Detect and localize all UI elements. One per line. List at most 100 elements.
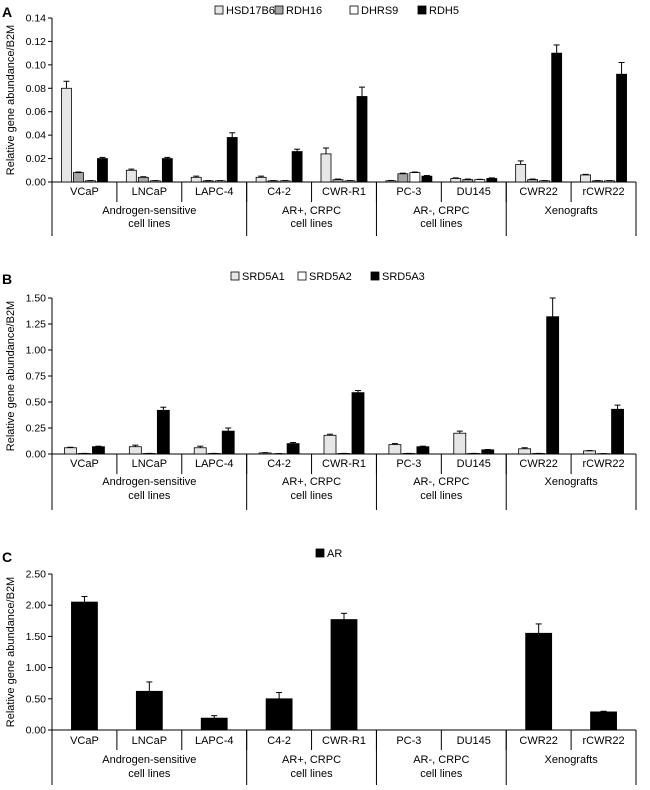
legend-label-rdh16: RDH16 bbox=[286, 5, 322, 17]
category-label: CWR22 bbox=[519, 186, 558, 198]
category-label: LAPC-4 bbox=[195, 186, 234, 198]
group-label-line2: cell lines bbox=[420, 768, 463, 780]
group-label: Androgen-sensitive bbox=[102, 754, 196, 766]
bar-ar-cwr-r1 bbox=[330, 619, 358, 731]
bar-srd5a3-pc-3 bbox=[416, 446, 430, 455]
bar-srd5a3-c4-2 bbox=[286, 443, 300, 455]
y-axis-label: Relative gene abundance/B2M bbox=[5, 301, 17, 451]
bar-srd5a3-du145 bbox=[481, 449, 495, 455]
bar-srd5a3-cwr-r1 bbox=[351, 392, 365, 455]
y-axis-label: Relative gene abundance/B2M bbox=[5, 25, 17, 175]
y-tick-label: 0.04 bbox=[26, 130, 47, 142]
category-label: rCWR22 bbox=[582, 186, 624, 198]
y-tick-label: 0.02 bbox=[26, 153, 47, 165]
group-label: AR+, CRPC bbox=[282, 754, 341, 766]
category-label: PC-3 bbox=[396, 735, 421, 747]
bar-srd5a1-rcwr22 bbox=[583, 450, 596, 455]
bar-hsd17b6-du145 bbox=[450, 178, 462, 183]
category-label: LNCaP bbox=[132, 735, 167, 747]
bar-hsd17b6-cwr22 bbox=[515, 164, 527, 183]
bar-dhrs9-du145 bbox=[474, 179, 486, 183]
bar-ar-lncap bbox=[135, 690, 163, 731]
group-label-line2: cell lines bbox=[420, 490, 463, 502]
bar-rdh5-lncap bbox=[161, 158, 173, 183]
y-tick-label: 0.00 bbox=[26, 177, 47, 189]
legend-label-rdh5: RDH5 bbox=[429, 5, 459, 17]
y-tick-label: 1.50 bbox=[26, 631, 47, 643]
bar-ar-vcap bbox=[71, 601, 98, 731]
legend-label-srd5a3: SRD5A3 bbox=[382, 271, 425, 283]
category-label: LAPC-4 bbox=[195, 735, 234, 747]
bar-rdh5-du145 bbox=[486, 178, 498, 183]
bar-srd5a1-lncap bbox=[128, 446, 142, 455]
group-label: AR-, CRPC bbox=[413, 205, 469, 217]
group-label-line2: cell lines bbox=[128, 218, 171, 230]
y-tick-label: 0.10 bbox=[26, 59, 47, 71]
bar-rdh16-du145 bbox=[462, 179, 474, 183]
y-axis-label: Relative gene abundance/B2M bbox=[5, 577, 17, 727]
bar-srd5a1-du145 bbox=[453, 432, 467, 455]
legend-swatch-rdh5 bbox=[417, 5, 427, 15]
bar-srd5a3-cwr22 bbox=[546, 316, 560, 455]
legend-swatch-rdh16 bbox=[274, 5, 284, 15]
legend-label-ar: AR bbox=[327, 548, 342, 560]
group-label: AR+, CRPC bbox=[282, 205, 341, 217]
group-label-line2: cell lines bbox=[420, 218, 463, 230]
category-label: rCWR22 bbox=[582, 458, 624, 470]
bar-hsd17b6-lncap bbox=[125, 169, 137, 183]
chart-panel-a: A Relative gene abundance/B2M 0.00 0.02 0.04… bbox=[2, 4, 637, 236]
y-tick-label: 1.00 bbox=[26, 345, 47, 357]
category-label: VCaP bbox=[70, 458, 99, 470]
category-label: DU145 bbox=[457, 735, 491, 747]
category-label: rCWR22 bbox=[582, 735, 624, 747]
category-label: CWR-R1 bbox=[322, 735, 366, 747]
legend-swatch-ar bbox=[315, 548, 325, 558]
panel-letter: C bbox=[2, 549, 12, 565]
category-label: C4-2 bbox=[267, 186, 291, 198]
bar-srd5a3-lncap bbox=[156, 409, 170, 455]
y-tick-label: 2.50 bbox=[26, 569, 47, 581]
group-label: Xenografts bbox=[545, 476, 599, 488]
category-label: PC-3 bbox=[396, 458, 421, 470]
bar-hsd17b6-cwr-r1 bbox=[320, 153, 332, 183]
y-tick-label: 0.12 bbox=[26, 36, 47, 48]
y-tick-label: 0.75 bbox=[26, 371, 47, 383]
y-tick-label: 0.00 bbox=[26, 449, 47, 461]
panel-letter: B bbox=[2, 271, 12, 287]
bar-ar-c4-2 bbox=[265, 698, 293, 731]
group-label-line2: cell lines bbox=[290, 768, 333, 780]
chart-panel-b: B Relative gene abundance/B2M 0.00 0.25 0.50… bbox=[2, 271, 637, 510]
group-label-line2: cell lines bbox=[128, 768, 171, 780]
bar-srd5a1-cwr-r1 bbox=[323, 434, 337, 455]
y-tick-label: 0.14 bbox=[26, 13, 47, 25]
category-label: VCaP bbox=[70, 186, 99, 198]
category-label: LNCaP bbox=[132, 458, 167, 470]
legend-label-srd5a1: SRD5A1 bbox=[242, 271, 285, 283]
legend-swatch-hsd17b6 bbox=[214, 5, 224, 15]
category-label: C4-2 bbox=[267, 735, 291, 747]
bar-rdh5-vcap bbox=[97, 158, 108, 183]
legend-label-hsd17b6: HSD17B6 bbox=[226, 5, 275, 17]
legend-label-srd5a2: SRD5A2 bbox=[309, 271, 352, 283]
y-tick-label: 2.00 bbox=[26, 600, 47, 612]
bar-srd5a1-cwr22 bbox=[518, 448, 532, 455]
group-label: AR-, CRPC bbox=[413, 476, 469, 488]
group-label: AR-, CRPC bbox=[413, 754, 469, 766]
bar-rdh5-c4-2 bbox=[291, 151, 303, 183]
category-label: PC-3 bbox=[396, 186, 421, 198]
bar-srd5a1-pc-3 bbox=[388, 444, 402, 455]
bar-ar-lapc-4 bbox=[200, 717, 228, 731]
legend-label-dhrs9: DHRS9 bbox=[361, 5, 398, 17]
bar-hsd17b6-rcwr22 bbox=[580, 174, 591, 183]
bar-rdh16-vcap bbox=[73, 172, 84, 183]
legend-swatch-srd5a3 bbox=[370, 271, 380, 281]
y-tick-label: 0.06 bbox=[26, 106, 47, 118]
group-label: Androgen-sensitive bbox=[102, 205, 196, 217]
category-label: CWR22 bbox=[519, 735, 558, 747]
bar-ar-cwr22 bbox=[525, 632, 553, 731]
y-tick-label: 0.50 bbox=[26, 397, 47, 409]
bar-rdh5-pc-3 bbox=[421, 175, 433, 183]
bar-hsd17b6-vcap bbox=[61, 87, 72, 183]
group-label: AR+, CRPC bbox=[282, 476, 341, 488]
